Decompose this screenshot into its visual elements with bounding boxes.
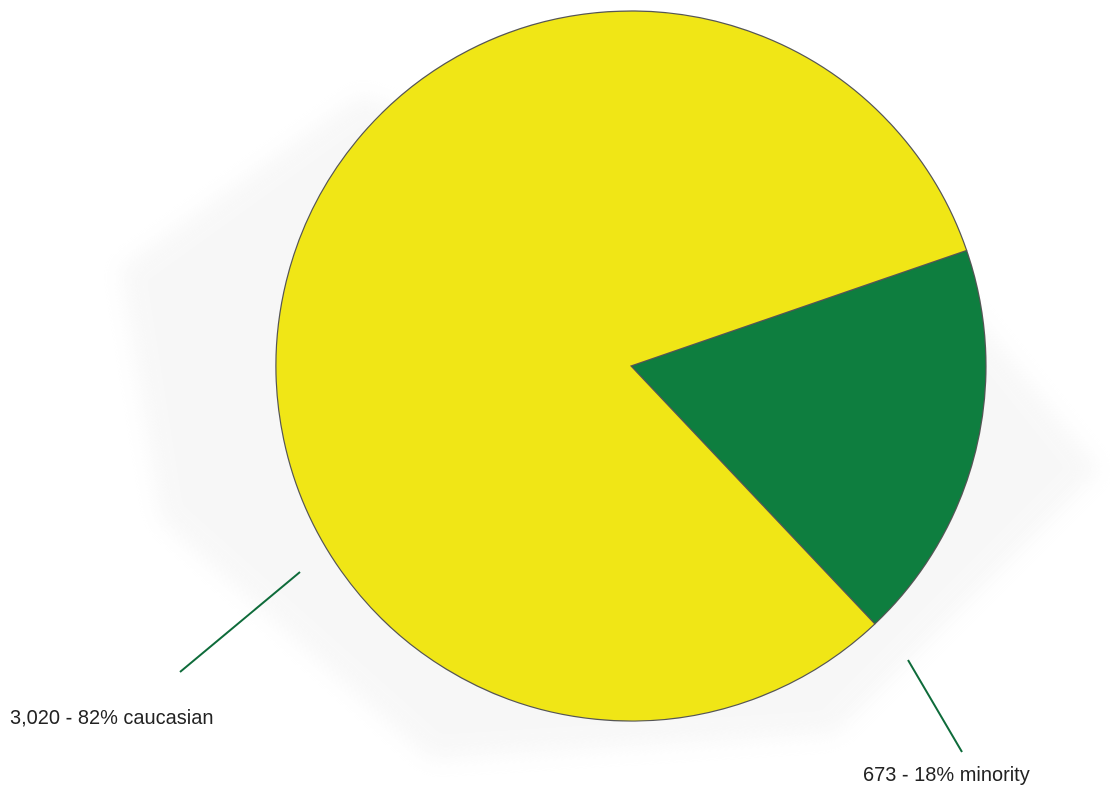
pie-slice-caucasian: [275, 10, 968, 722]
pie-slice-minority: [629, 249, 987, 625]
pie-slices: [275, 10, 987, 722]
slice-label-caucasian: 3,020 - 82% caucasian: [10, 707, 213, 729]
leader-line-minority: [907, 659, 963, 753]
slice-label-minority: 673 - 18% minority: [863, 764, 1030, 786]
leader-line-caucasian: [179, 571, 301, 673]
